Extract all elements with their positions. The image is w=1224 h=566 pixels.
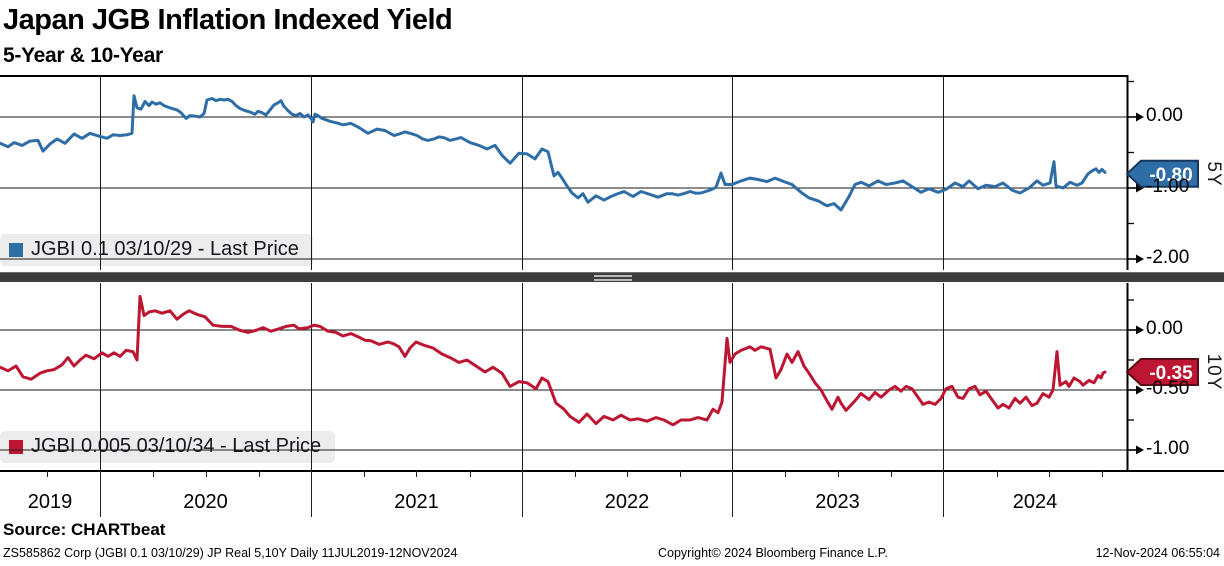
x-year-label: 2022 <box>604 491 650 513</box>
page-title: Japan JGB Inflation Indexed Yield <box>3 4 453 36</box>
y-tick-label-10y: -1.00 <box>1146 438 1190 459</box>
tenor-label-10y: 10Y <box>1203 353 1224 391</box>
x-year-label: 2021 <box>394 491 439 513</box>
y-tick-label-10y: 0.00 <box>1146 318 1183 339</box>
panel-10y-chart[interactable]: JGBI 0.005 03/10/34 - Last Price -0.35 0.… <box>0 283 1224 470</box>
x-year-separator <box>522 470 523 517</box>
x-minor-tick <box>1049 470 1050 477</box>
x-year-separator <box>311 470 312 517</box>
x-minor-tick <box>785 470 786 477</box>
x-year-separator <box>943 470 944 517</box>
x-year-separator <box>100 470 101 517</box>
x-minor-tick <box>838 470 839 477</box>
x-minor-tick <box>416 470 417 477</box>
panel-divider-handle-icon[interactable] <box>594 275 632 281</box>
x-axis: 2019 2020 2021 2022 2023 2024 <box>0 470 1224 520</box>
y-tick-label-5y: 0.00 <box>1146 105 1183 126</box>
x-year-separator <box>732 470 733 517</box>
x-minor-tick <box>627 470 628 477</box>
x-minor-tick <box>680 470 681 477</box>
x-minor-tick <box>206 470 207 477</box>
footer-ticker-info: ZS585862 Corp (JGBI 0.1 03/10/29) JP Rea… <box>3 546 458 560</box>
tenor-label-5y: 5Y <box>1203 161 1224 187</box>
panel-5y-chart[interactable]: JGBI 0.1 03/10/29 - Last Price -0.80 0.00… <box>0 75 1224 270</box>
x-minor-tick <box>259 470 260 477</box>
y-tick-label-5y: -1.00 <box>1146 176 1190 197</box>
legend-label-10y: JGBI 0.005 03/10/34 - Last Price <box>31 435 322 457</box>
x-minor-tick <box>47 470 48 477</box>
x-minor-tick <box>1102 470 1103 477</box>
footer-copyright: Copyright© 2024 Bloomberg Finance L.P. <box>658 546 888 560</box>
panel-divider <box>0 272 1224 282</box>
x-year-label: 2020 <box>183 491 228 513</box>
x-year-label: 2019 <box>27 491 73 513</box>
x-axis-line <box>0 470 1224 472</box>
x-year-label: 2024 <box>1012 491 1058 513</box>
legend-5y[interactable]: JGBI 0.1 03/10/29 - Last Price <box>0 234 313 266</box>
legend-swatch-5y-icon <box>9 242 23 257</box>
legend-swatch-10y-icon <box>9 439 23 454</box>
x-minor-tick <box>997 470 998 477</box>
legend-label-5y: JGBI 0.1 03/10/29 - Last Price <box>31 238 299 260</box>
y-tick-label-5y: -2.00 <box>1146 247 1190 268</box>
source-line: Source: CHARTbeat <box>3 520 166 539</box>
y-tick-label-10y: -0.50 <box>1146 378 1190 399</box>
footer-timestamp: 12-Nov-2024 06:55:04 <box>1095 546 1220 560</box>
x-minor-tick <box>153 470 154 477</box>
series-line-10y <box>0 294 1107 427</box>
series-line-5y <box>0 94 1107 212</box>
x-minor-tick <box>364 470 365 477</box>
x-minor-tick <box>891 470 892 477</box>
page-subtitle: 5-Year & 10-Year <box>3 44 163 67</box>
x-minor-tick <box>575 470 576 477</box>
x-year-label: 2023 <box>815 491 860 513</box>
legend-10y[interactable]: JGBI 0.005 03/10/34 - Last Price <box>0 431 336 463</box>
x-minor-tick <box>470 470 471 477</box>
